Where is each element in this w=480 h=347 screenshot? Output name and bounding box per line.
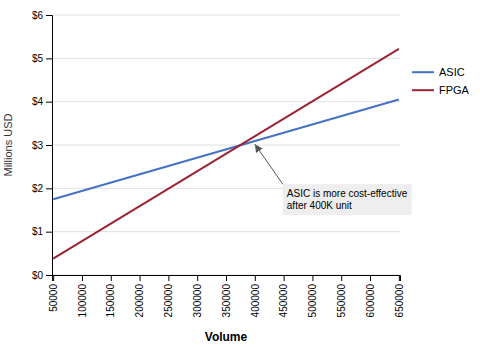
y-axis-title: Millions USD: [2, 113, 14, 176]
y-tick: $4: [32, 96, 52, 107]
x-tick-label: 150000: [105, 284, 116, 318]
x-tick-label: 650000: [394, 284, 405, 318]
x-axis-title: Volume: [205, 330, 248, 344]
y-tick-mark: [46, 275, 52, 276]
x-tick: 150000: [105, 275, 116, 317]
chart: 50000 100000 150000 200000 250000 300000 35000…: [0, 0, 480, 347]
grid-line-y: [52, 15, 400, 16]
y-tick-mark: [46, 188, 52, 189]
legend-label: ASIC: [439, 66, 465, 78]
x-tick-mark: [284, 275, 285, 281]
y-axis: $0 $1 $2 $3 $4 $5 $6: [32, 10, 53, 281]
series-group: [53, 49, 399, 259]
annotation-line: ASIC is more cost-effective: [287, 188, 408, 199]
x-axis-line: [53, 276, 401, 282]
y-tick: $2: [32, 183, 52, 194]
y-tick-mark: [46, 232, 52, 233]
legend-swatch: [412, 89, 434, 91]
grid-line-y: [52, 231, 400, 232]
legend-label: FPGA: [439, 84, 470, 96]
series-line: [53, 49, 399, 259]
x-tick-mark: [82, 275, 83, 281]
y-tick-label: $2: [32, 183, 44, 194]
x-tick-label: 300000: [192, 284, 203, 318]
legend-swatch: [412, 71, 434, 73]
x-tick: 600000: [365, 275, 376, 317]
x-tick: 100000: [77, 275, 88, 317]
y-tick-label: $3: [32, 140, 44, 151]
x-tick-label: 400000: [250, 284, 261, 318]
annotation: ASIC is more cost-effectiveafter 400K un…: [255, 144, 412, 215]
y-tick-mark: [46, 15, 52, 16]
x-tick-label: 50000: [48, 284, 59, 312]
annotation-text: ASIC is more cost-effectiveafter 400K un…: [287, 188, 408, 211]
grid: [52, 15, 400, 275]
x-tick: 50000: [48, 275, 59, 312]
x-tick-label: 350000: [221, 284, 232, 318]
y-tick: $5: [32, 53, 52, 64]
x-tick-label: 500000: [307, 284, 318, 318]
x-tick-mark: [226, 275, 227, 281]
x-tick-label: 450000: [278, 284, 289, 318]
grid-line-y: [52, 145, 400, 146]
x-tick: 350000: [221, 275, 232, 317]
x-tick: 650000: [394, 275, 405, 317]
y-tick-mark: [46, 102, 52, 103]
y-tick-label: $4: [32, 96, 44, 107]
y-tick: $3: [32, 140, 52, 151]
x-tick-mark: [370, 275, 371, 281]
y-tick-label: $5: [32, 53, 44, 64]
x-tick: 450000: [278, 275, 289, 317]
x-tick: 500000: [307, 275, 318, 317]
y-tick-label: $6: [32, 10, 44, 21]
x-tick-mark: [197, 275, 198, 281]
x-tick: 300000: [192, 275, 203, 317]
y-tick: $0: [32, 270, 52, 281]
annotation-box: [283, 184, 412, 215]
grid-line-y: [52, 101, 400, 102]
x-tick-label: 100000: [77, 284, 88, 318]
x-tick-mark: [255, 275, 256, 281]
legend-item: ASIC: [412, 66, 465, 78]
legend: ASIC FPGA: [412, 66, 470, 96]
legend-item: FPGA: [412, 84, 470, 96]
x-tick: 200000: [134, 275, 145, 317]
y-tick: $1: [32, 226, 52, 237]
x-tick-mark: [341, 275, 342, 281]
x-tick-mark: [399, 275, 400, 281]
x-tick-mark: [168, 275, 169, 281]
y-axis-line: [46, 16, 53, 276]
x-tick-label: 250000: [163, 284, 174, 318]
annotation-arrow: [255, 144, 283, 184]
x-tick-label: 200000: [134, 284, 145, 318]
grid-line-y: [52, 58, 400, 59]
annotation-line: after 400K unit: [287, 200, 352, 211]
x-tick-label: 550000: [336, 284, 347, 318]
x-tick-mark: [53, 275, 54, 281]
plot: 50000 100000 150000 200000 250000 300000 35000…: [2, 10, 470, 344]
x-tick-mark: [111, 275, 112, 281]
x-tick: 250000: [163, 275, 174, 317]
x-tick-mark: [140, 275, 141, 281]
x-tick: 550000: [336, 275, 347, 317]
x-tick: 400000: [250, 275, 261, 317]
y-tick-label: $0: [32, 270, 44, 281]
x-axis: 50000 100000 150000 200000 250000 300000 35000…: [48, 275, 405, 317]
x-tick-mark: [312, 275, 313, 281]
y-tick-mark: [46, 145, 52, 146]
y-tick: $6: [32, 10, 52, 21]
y-tick-label: $1: [32, 226, 44, 237]
x-tick-label: 600000: [365, 284, 376, 318]
y-tick-mark: [46, 58, 52, 59]
